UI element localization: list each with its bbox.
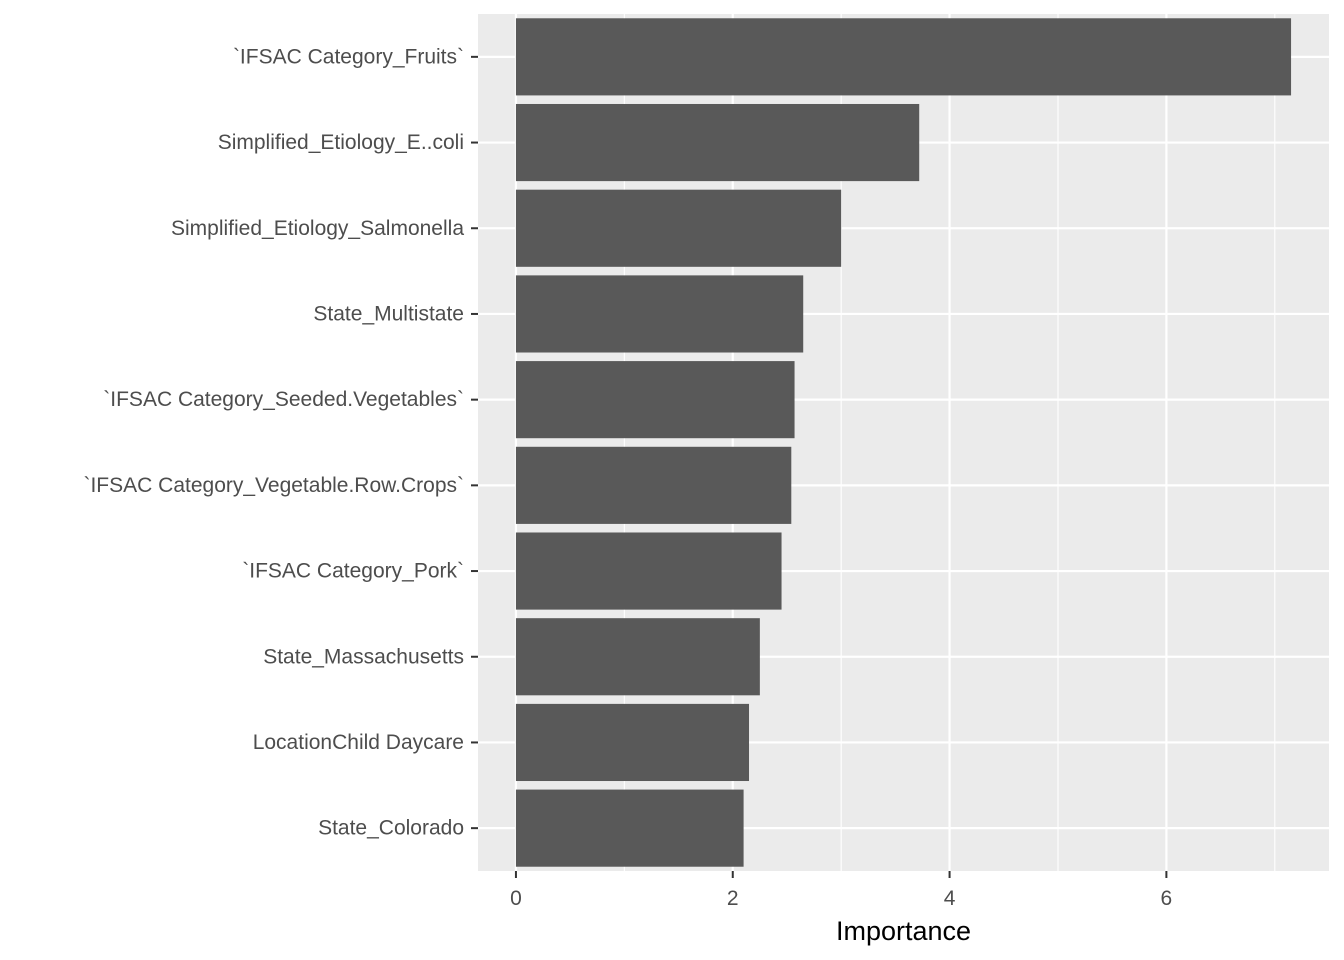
bar bbox=[515, 446, 792, 524]
x-tick-label: 6 bbox=[1161, 887, 1173, 910]
bar bbox=[515, 618, 760, 696]
y-tick-label: State_Colorado bbox=[318, 817, 464, 840]
y-tick-label: `IFSAC Category_Pork` bbox=[242, 560, 464, 583]
bar bbox=[515, 189, 842, 267]
y-tick-label: State_Multistate bbox=[313, 302, 464, 325]
bar bbox=[515, 18, 1292, 96]
y-tick-label: Simplified_Etiology_Salmonella bbox=[171, 217, 464, 240]
y-tick-label: `IFSAC Category_Fruits` bbox=[233, 45, 464, 68]
bar bbox=[515, 103, 920, 182]
x-tick-label: 2 bbox=[727, 887, 739, 910]
y-tick-label: `IFSAC Category_Seeded.Vegetables` bbox=[103, 388, 464, 411]
x-tick-label: 0 bbox=[510, 887, 522, 910]
y-tick-label: State_Massachusetts bbox=[263, 645, 464, 668]
bar bbox=[515, 361, 795, 439]
bar bbox=[515, 275, 804, 353]
bars bbox=[515, 18, 1292, 867]
y-axis: `IFSAC Category_Fruits` Simplified_Etiolo… bbox=[83, 45, 478, 840]
y-tick-label: Simplified_Etiology_E..coli bbox=[218, 131, 464, 154]
y-tick-label: LocationChild Daycare bbox=[253, 731, 464, 754]
bar bbox=[515, 703, 750, 782]
bar bbox=[515, 789, 744, 867]
y-tick-label: `IFSAC Category_Vegetable.Row.Crops` bbox=[83, 474, 464, 497]
bar bbox=[515, 532, 782, 610]
x-tick-label: 4 bbox=[944, 887, 956, 910]
x-axis-title: Importance bbox=[836, 916, 971, 946]
x-axis: 0 2 4 6 bbox=[510, 871, 1172, 910]
